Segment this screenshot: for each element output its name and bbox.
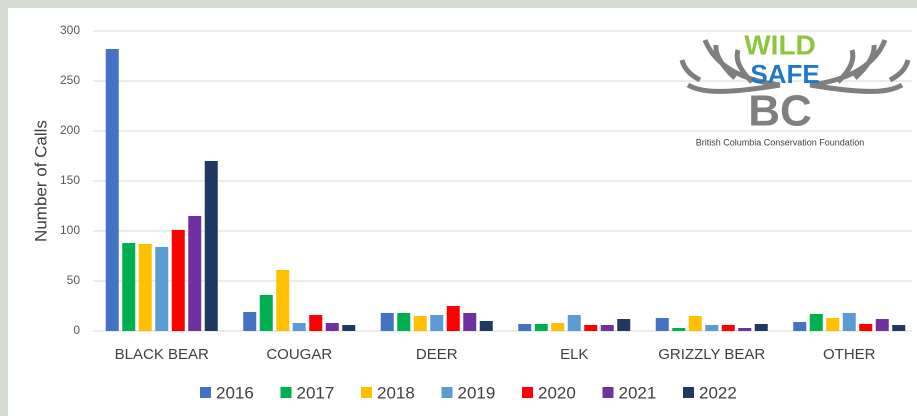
bar xyxy=(518,324,532,331)
logo-caption: British Columbia Conservation Foundation xyxy=(696,137,865,147)
legend-swatch xyxy=(280,387,292,398)
bar xyxy=(204,161,218,331)
bar xyxy=(809,314,823,331)
bar xyxy=(534,324,548,331)
y-tick-label: 250 xyxy=(60,73,80,87)
bar xyxy=(738,328,752,331)
logo-antler-right xyxy=(809,38,911,94)
logo-bc: BC xyxy=(748,87,812,136)
bar xyxy=(705,325,719,331)
y-tick-label: 0 xyxy=(73,323,80,337)
legend-swatch xyxy=(200,387,211,398)
bar xyxy=(138,244,152,331)
bar xyxy=(105,49,119,331)
y-axis-label: Number of Calls xyxy=(31,120,50,242)
bar xyxy=(479,321,493,331)
bar xyxy=(380,313,394,331)
y-tick-label: 200 xyxy=(60,123,80,137)
x-tick-label: GRIZZLY BEAR xyxy=(658,346,765,363)
bar xyxy=(309,315,323,331)
bar xyxy=(875,319,889,331)
bar xyxy=(325,323,339,331)
bar xyxy=(397,313,411,331)
bar xyxy=(155,247,169,331)
legend-swatch xyxy=(441,387,453,398)
bar xyxy=(292,323,306,331)
logo-safe: SAFE xyxy=(750,59,819,89)
bar xyxy=(567,315,581,331)
bar xyxy=(188,216,202,331)
y-tick-label: 150 xyxy=(60,173,80,187)
bar xyxy=(463,313,477,331)
logo: WILD SAFE BC British Columbia Conservati… xyxy=(679,29,911,147)
bar xyxy=(721,325,735,331)
x-tick-label: BLACK BEAR xyxy=(115,346,209,363)
legend-swatch xyxy=(522,387,533,398)
y-tick-label: 100 xyxy=(60,223,80,237)
legend-label: 2017 xyxy=(297,383,335,402)
x-tick-label: ELK xyxy=(560,346,588,363)
legend-swatch xyxy=(361,387,372,398)
logo-antler-left xyxy=(679,38,781,94)
bar xyxy=(446,306,460,331)
bar xyxy=(342,325,356,331)
bar xyxy=(754,324,768,331)
legend-swatch xyxy=(602,387,614,398)
legend-label: 2019 xyxy=(458,383,496,402)
legend-label: 2016 xyxy=(216,383,254,402)
bar xyxy=(826,318,840,331)
bar xyxy=(859,324,873,331)
bar xyxy=(617,319,631,331)
x-tick-label: DEER xyxy=(416,346,458,363)
bar xyxy=(892,325,906,331)
legend-label: 2021 xyxy=(619,383,657,402)
bar xyxy=(259,295,273,331)
bar xyxy=(842,313,856,331)
bar xyxy=(122,243,136,331)
legend-label: 2022 xyxy=(699,383,737,402)
bar xyxy=(276,270,290,331)
bar xyxy=(672,328,686,331)
logo-wild: WILD xyxy=(744,29,816,60)
bar xyxy=(171,230,185,331)
y-tick-label: 50 xyxy=(67,273,81,287)
legend-label: 2020 xyxy=(538,383,576,402)
legend-swatch xyxy=(683,387,694,398)
y-tick-label: 300 xyxy=(60,23,80,37)
bar xyxy=(551,323,565,331)
legend-label: 2018 xyxy=(377,383,415,402)
bar xyxy=(688,316,702,331)
bar xyxy=(243,312,257,331)
bar xyxy=(600,325,614,331)
bar xyxy=(655,318,669,331)
x-tick-label: COUGAR xyxy=(266,346,332,363)
x-tick-label: OTHER xyxy=(823,346,876,363)
bar xyxy=(584,325,598,331)
bar xyxy=(413,316,427,331)
bar xyxy=(793,322,807,331)
plot-panel xyxy=(8,8,917,416)
bar xyxy=(430,315,444,331)
